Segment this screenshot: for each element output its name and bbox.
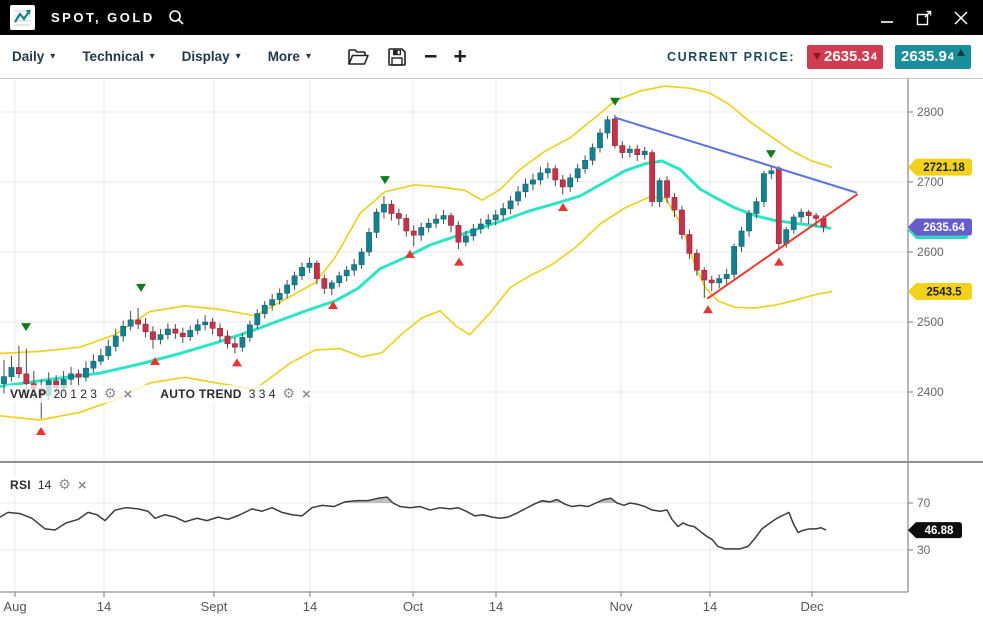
chevron-down-icon: ▾ [235, 51, 241, 62]
window-title: SPOT, GOLD [51, 10, 155, 25]
close-icon[interactable] [953, 10, 969, 26]
autotrend-settings-gear-icon[interactable]: ⚙ [282, 386, 295, 402]
svg-text:Sept: Sept [201, 599, 228, 614]
chevron-down-icon: ▾ [50, 51, 56, 62]
menu-display-label: Display [181, 49, 230, 64]
svg-text:2721.18: 2721.18 [923, 162, 965, 174]
svg-text:Dec: Dec [800, 599, 824, 614]
search-icon[interactable] [168, 9, 185, 26]
menu-daily-label: Daily [12, 49, 45, 64]
rsi-settings-gear-icon[interactable]: ⚙ [58, 477, 71, 493]
window-controls [879, 10, 969, 26]
svg-text:2400: 2400 [917, 385, 944, 399]
chevron-down-icon: ▾ [305, 51, 311, 62]
menu-more[interactable]: More ▾ [268, 49, 311, 64]
rsi-remove-icon[interactable]: × [77, 476, 87, 494]
svg-text:14: 14 [489, 599, 503, 614]
svg-text:2800: 2800 [917, 105, 944, 119]
menu-technical[interactable]: Technical ▾ [82, 49, 154, 64]
vwap-legend-params: 20 1 2 3 [53, 387, 97, 401]
rsi-legend-label: RSI [10, 478, 31, 492]
menu-technical-label: Technical [82, 49, 144, 64]
popout-icon[interactable] [916, 10, 932, 26]
svg-text:Nov: Nov [609, 599, 633, 614]
menu-display[interactable]: Display ▾ [182, 49, 241, 64]
autotrend-remove-icon[interactable]: × [301, 385, 311, 403]
open-file-icon[interactable] [347, 48, 369, 66]
autotrend-legend-label: AUTO TREND [160, 387, 242, 401]
svg-text:46.88: 46.88 [925, 525, 954, 537]
autotrend-legend-params: 3 3 4 [248, 387, 276, 401]
minimize-icon[interactable] [879, 10, 895, 26]
ask-price-fraction: 4 [947, 50, 954, 63]
vwap-settings-gear-icon[interactable]: ⚙ [103, 386, 117, 402]
title-bar: SPOT, GOLD [0, 0, 983, 35]
svg-text:Oct: Oct [403, 599, 424, 614]
vwap-remove-icon[interactable]: × [123, 385, 133, 403]
rsi-legend-params: 14 [37, 478, 52, 492]
svg-text:70: 70 [917, 496, 931, 510]
svg-text:2500: 2500 [917, 315, 944, 329]
rsi-indicator-legend: RSI 14 ⚙ × [6, 476, 91, 494]
svg-text:14: 14 [97, 599, 111, 614]
save-icon[interactable] [387, 47, 407, 67]
zoom-in-button[interactable]: + [453, 43, 467, 69]
ask-price-value: 2635.9 [900, 48, 947, 65]
price-up-arrow-icon [957, 49, 965, 56]
chart-area: 2800 2700 2600 2500 2400 70 30 Aug 14 Sept 14 Oct 14… [0, 79, 983, 620]
menu-daily[interactable]: Daily ▾ [12, 49, 55, 64]
price-chart-canvas[interactable]: 2800 2700 2600 2500 2400 70 30 Aug 14 Sept 14 Oct 14… [0, 79, 983, 620]
bid-price-value: 2635.3 [823, 48, 870, 65]
svg-text:14: 14 [303, 599, 317, 614]
svg-text:2635.64: 2635.64 [923, 222, 965, 234]
ask-price-badge: 2635.9 4 [895, 44, 971, 69]
bid-price-badge: 2635.3 4 [807, 44, 883, 69]
svg-text:14: 14 [703, 599, 717, 614]
toolbar: Daily ▾ Technical ▾ Display ▾ More ▾ − + CUR… [0, 35, 983, 79]
vwap-legend-label: VWAP [10, 387, 47, 401]
overlay-indicator-legend: VWAP 20 1 2 3 ⚙ × AUTO TREND 3 3 4 ⚙ × [6, 385, 315, 403]
zoom-out-button[interactable]: − [423, 43, 438, 69]
app-logo-icon [10, 5, 35, 30]
svg-text:2543.5: 2543.5 [926, 287, 962, 299]
svg-text:30: 30 [917, 543, 931, 557]
chevron-down-icon: ▾ [149, 51, 155, 62]
svg-text:2600: 2600 [917, 245, 944, 259]
svg-text:2700: 2700 [917, 175, 944, 189]
svg-text:Aug: Aug [3, 599, 26, 614]
bid-price-fraction: 4 [870, 50, 877, 63]
current-price-label: CURRENT PRICE: [667, 49, 795, 64]
menu-more-label: More [267, 49, 300, 64]
price-down-arrow-icon [812, 53, 821, 60]
